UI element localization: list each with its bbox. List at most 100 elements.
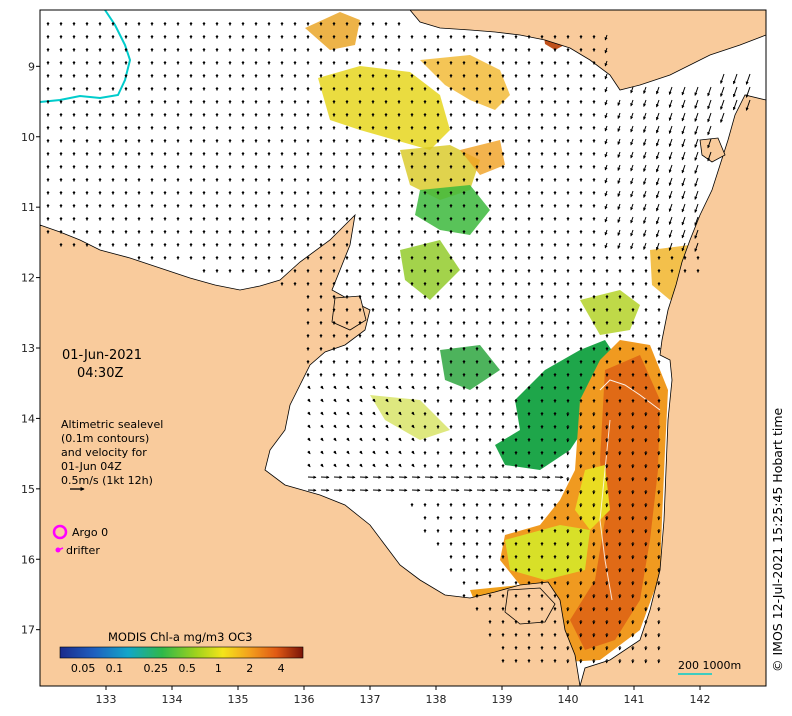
velocity-arrow bbox=[630, 86, 634, 94]
velocity-arrow bbox=[694, 99, 699, 109]
velocity-arrow bbox=[681, 151, 686, 161]
velocity-arrow bbox=[630, 242, 634, 250]
legend-line-2: (0.1m contours) bbox=[61, 432, 150, 445]
velocity-arrow bbox=[320, 450, 324, 455]
velocity-arrow bbox=[681, 203, 686, 213]
map-time: 04:30Z bbox=[77, 366, 124, 381]
velocity-arrow bbox=[630, 229, 634, 237]
colorbar-tick-label: 0.05 bbox=[70, 662, 96, 675]
velocity-arrow bbox=[655, 229, 660, 238]
velocity-arrow bbox=[604, 34, 608, 41]
velocity-arrow bbox=[411, 437, 415, 442]
lon-tick-label: 133 bbox=[96, 693, 117, 706]
velocity-arrow bbox=[681, 216, 686, 226]
velocity-arrow bbox=[411, 411, 415, 416]
velocity-arrow bbox=[320, 398, 324, 403]
lon-tick-label: 139 bbox=[492, 693, 513, 706]
velocity-arrow bbox=[643, 229, 647, 237]
velocity-arrow bbox=[681, 242, 686, 252]
velocity-arrow bbox=[694, 177, 699, 187]
velocity-arrow bbox=[655, 138, 660, 147]
velocity-arrow bbox=[359, 411, 363, 416]
velocity-arrow bbox=[630, 203, 634, 211]
velocity-arrow bbox=[630, 99, 634, 107]
velocity-arrow bbox=[346, 385, 350, 390]
velocity-arrow bbox=[630, 151, 634, 159]
lat-tick-label: 10 bbox=[21, 131, 35, 144]
velocity-arrow bbox=[411, 450, 415, 455]
land-cape-york bbox=[579, 94, 767, 687]
velocity-arrow bbox=[681, 190, 686, 200]
velocity-arrow bbox=[617, 125, 621, 132]
velocity-arrow bbox=[732, 86, 738, 98]
velocity-arrow bbox=[668, 86, 673, 95]
velocity-arrow bbox=[320, 424, 324, 429]
velocity-arrow bbox=[643, 177, 647, 185]
velocity-arrow bbox=[307, 385, 311, 390]
chl-patch-south-yellow bbox=[505, 525, 590, 580]
colorbar-tick-label: 4 bbox=[277, 662, 285, 675]
velocity-arrow bbox=[617, 99, 621, 106]
colorbar-tick-label: 1 bbox=[214, 662, 222, 675]
velocity-arrow bbox=[320, 437, 324, 442]
lon-tick-label: 140 bbox=[558, 693, 579, 706]
velocity-arrow bbox=[720, 99, 725, 110]
velocity-arrow bbox=[604, 138, 608, 145]
velocity-arrow bbox=[694, 242, 699, 252]
velocity-arrow bbox=[604, 151, 608, 158]
velocity-arrow bbox=[398, 411, 402, 416]
velocity-arrow bbox=[372, 450, 376, 455]
velocity-arrow bbox=[655, 86, 660, 95]
velocity-arrow bbox=[655, 112, 660, 121]
velocity-arrow bbox=[604, 216, 608, 223]
velocity-arrow bbox=[398, 424, 402, 429]
velocity-arrow bbox=[630, 190, 634, 198]
colorbar-tick-label: 0.5 bbox=[178, 662, 196, 675]
velocity-arrow bbox=[668, 112, 673, 121]
velocity-arrow bbox=[604, 203, 608, 210]
velocity-arrow bbox=[720, 86, 725, 97]
velocity-arrow bbox=[668, 151, 673, 160]
velocity-arrow bbox=[668, 125, 673, 134]
map-date: 01-Jun-2021 bbox=[62, 348, 143, 363]
lon-tick-label: 137 bbox=[360, 693, 381, 706]
velocity-arrow bbox=[617, 151, 621, 158]
chl-patch-yellow-strip bbox=[575, 465, 610, 530]
legend-line-3: and velocity for bbox=[61, 446, 147, 459]
velocity-arrow bbox=[707, 112, 712, 123]
velocity-arrow bbox=[643, 216, 647, 224]
drifter-marker bbox=[55, 547, 64, 553]
velocity-arrow bbox=[617, 112, 621, 119]
velocity-arrow bbox=[643, 112, 647, 120]
velocity-arrow bbox=[630, 177, 634, 185]
velocity-arrow bbox=[643, 242, 647, 250]
velocity-arrow bbox=[694, 190, 699, 200]
velocity-arrow bbox=[643, 99, 647, 107]
velocity-arrow bbox=[681, 86, 686, 96]
argo-marker bbox=[52, 524, 68, 540]
chl-patch-north bbox=[318, 66, 450, 150]
velocity-arrow bbox=[307, 437, 311, 442]
velocity-arrow bbox=[668, 242, 673, 251]
legend-line-4: 01-Jun 04Z bbox=[61, 460, 122, 473]
velocity-arrow bbox=[668, 164, 673, 173]
velocity-arrow bbox=[617, 242, 621, 249]
chl-patch-southeast-core bbox=[570, 355, 660, 650]
velocity-arrow bbox=[604, 229, 608, 236]
velocity-arrows bbox=[46, 22, 751, 664]
land-arnhem bbox=[39, 213, 581, 687]
velocity-arrow bbox=[346, 424, 350, 429]
velocity-arrow bbox=[643, 203, 647, 211]
velocity-arrow bbox=[643, 86, 647, 94]
velocity-arrow bbox=[643, 125, 647, 133]
velocity-arrow bbox=[346, 463, 350, 468]
velocity-arrow bbox=[346, 411, 350, 416]
latitude-axis: 9 10 11 12 13 14 15 16 17 bbox=[21, 60, 40, 637]
velocity-arrow bbox=[411, 463, 415, 468]
velocity-arrow bbox=[604, 86, 608, 93]
chl-patch-green-3 bbox=[440, 345, 500, 390]
velocity-arrow bbox=[333, 463, 337, 468]
land-layer bbox=[39, 9, 767, 687]
colorbar bbox=[59, 646, 304, 659]
